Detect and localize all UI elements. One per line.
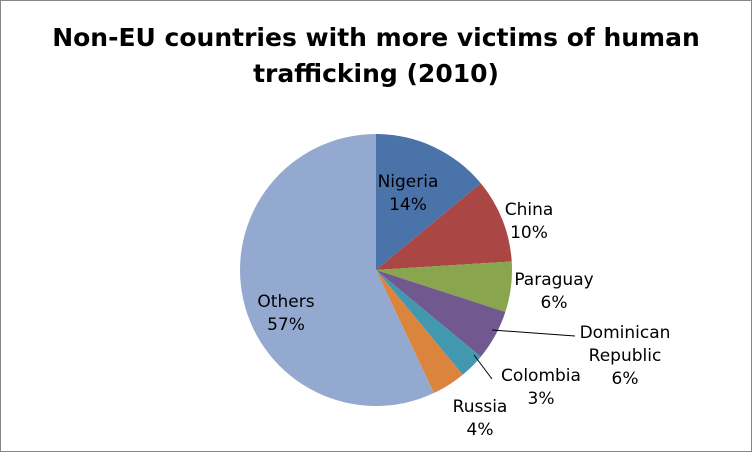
pie-slices [240, 134, 512, 406]
data-label-dominican-republic: Dominican Republic 6% [580, 323, 671, 389]
slice-nigeria [376, 134, 481, 270]
chart-title-line-2: trafficking (2010) [253, 59, 499, 88]
data-labels: Nigeria 14% China 10% Paraguay 6% Dominican Rep… [257, 172, 670, 440]
leader-line-dominican-republic [491, 329, 576, 337]
leader-line-colombia [473, 354, 493, 380]
slice-others [240, 134, 434, 406]
slice-paraguay [376, 261, 512, 313]
data-label-others: Others 57% [257, 292, 314, 335]
slice-russia [376, 270, 463, 394]
chart-title-line-1: Non-EU countries with more victims of hu… [52, 23, 700, 52]
data-label-china: China 10% [505, 200, 554, 243]
slice-china [376, 183, 512, 270]
slice-colombia [376, 270, 481, 375]
data-label-paraguay: Paraguay 6% [514, 270, 593, 313]
chart-title: Non-EU countries with more victims of hu… [0, 20, 752, 92]
leader-lines [473, 329, 576, 380]
data-label-russia: Russia 4% [453, 397, 508, 440]
data-label-colombia: Colombia 3% [501, 366, 581, 409]
data-label-nigeria: Nigeria 14% [378, 172, 439, 215]
slice-dominican-republic [376, 270, 506, 357]
